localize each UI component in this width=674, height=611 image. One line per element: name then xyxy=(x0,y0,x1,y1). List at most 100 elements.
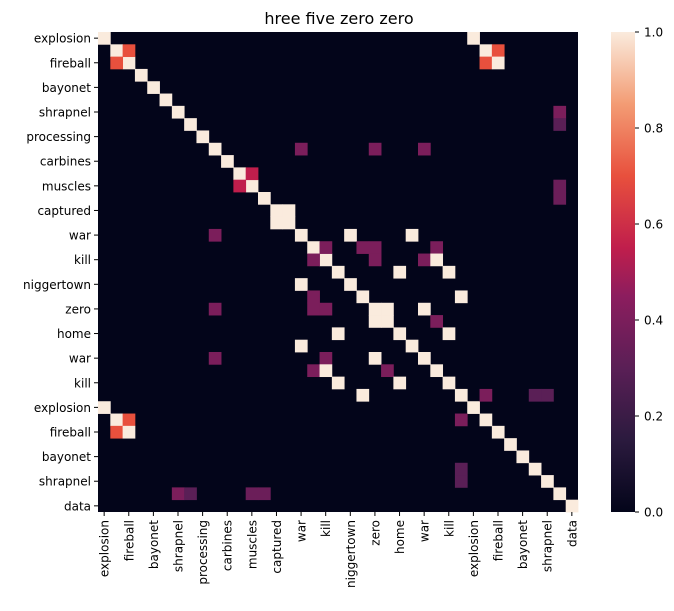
colorbar-tick-label: 0.0 xyxy=(644,506,663,520)
heatmap-cell xyxy=(245,167,259,181)
heatmap-cell xyxy=(208,302,222,316)
heatmap-cell xyxy=(467,32,480,45)
heatmap-cell xyxy=(491,56,505,70)
y-tick-label: muscles xyxy=(42,179,91,193)
heatmap-cell xyxy=(294,278,308,291)
x-tick-label: bayonet xyxy=(516,520,530,569)
y-tick-label: explosion xyxy=(34,401,91,415)
y-tick-label: fireball xyxy=(50,56,91,70)
y-axis: explosion fireball bayonet shrapnel processi… xyxy=(23,32,98,513)
heatmap-cell xyxy=(294,339,308,353)
heatmap-cell xyxy=(442,265,456,279)
heatmap-cell xyxy=(245,487,259,501)
y-tick-label: zero xyxy=(65,302,91,316)
heatmap-cell xyxy=(454,388,468,402)
heatmap-cell xyxy=(553,105,567,119)
heatmap-cell xyxy=(491,425,505,439)
colorbar-tick-label: 0.2 xyxy=(644,410,663,424)
heatmap-cell xyxy=(368,142,382,156)
heatmap-cell xyxy=(122,56,136,70)
x-tick-label: data xyxy=(565,520,579,547)
x-tick-label: kill xyxy=(442,520,456,537)
y-tick-label: bayonet xyxy=(42,450,91,464)
y-tick-label: bayonet xyxy=(42,81,91,95)
heatmap-cell xyxy=(331,376,345,390)
heatmap-cell xyxy=(381,364,394,378)
x-tick-label: home xyxy=(393,520,407,554)
heatmap-cell xyxy=(110,56,124,70)
heatmap-cell xyxy=(134,68,148,82)
heatmap-cell xyxy=(208,352,222,365)
heatmap-cell xyxy=(294,142,308,156)
x-tick-label: fireball xyxy=(492,520,506,561)
heatmap-cell xyxy=(356,388,370,402)
heatmap-cell xyxy=(381,302,394,316)
heatmap-cell xyxy=(110,425,124,439)
heatmap-cell xyxy=(430,315,444,328)
heatmap-cell xyxy=(307,364,320,378)
heatmap-cell xyxy=(122,413,136,427)
heatmap-cell xyxy=(368,253,382,267)
chart-title: hree five zero zero xyxy=(264,9,413,28)
heatmap-cell xyxy=(221,155,234,168)
heatmap-cell xyxy=(184,118,197,131)
heatmap-cell xyxy=(516,450,530,464)
heatmap-cell xyxy=(454,290,468,304)
heatmap-cell xyxy=(405,228,419,242)
x-tick-label: explosion xyxy=(98,520,112,577)
heatmap-cell xyxy=(491,44,505,58)
heatmap-cell xyxy=(171,487,185,501)
heatmap-cell xyxy=(368,302,382,316)
heatmap-cell xyxy=(319,241,333,254)
heatmap-cell xyxy=(319,253,333,267)
heatmap-cell xyxy=(418,142,431,156)
heatmap-cell xyxy=(233,167,247,181)
y-tick-label: war xyxy=(69,352,91,366)
heatmap-cell xyxy=(307,302,320,316)
heatmap-cell xyxy=(368,241,382,254)
heatmap-cell xyxy=(196,130,210,144)
x-tick-label: niggertown xyxy=(344,520,358,588)
heatmap-cell xyxy=(528,462,542,476)
heatmap-cell xyxy=(270,204,284,218)
heatmap-cell xyxy=(541,475,554,488)
colorbar-tick-label: 1.0 xyxy=(644,26,663,40)
heatmap-cell xyxy=(208,142,222,156)
heatmap-cell xyxy=(479,413,493,427)
y-tick-label: captured xyxy=(37,204,91,218)
x-tick-label: shrapnel xyxy=(541,520,555,572)
heatmap-cell xyxy=(331,265,345,279)
heatmap-grid xyxy=(98,32,579,513)
heatmap-cell xyxy=(442,327,456,341)
heatmap-cell xyxy=(245,179,259,193)
heatmap-cell xyxy=(393,376,407,390)
heatmap-cell xyxy=(319,364,333,378)
heatmap-cell xyxy=(147,81,160,94)
heatmap-cell xyxy=(430,241,444,254)
colorbar-tick-label: 0.8 xyxy=(644,122,663,136)
y-tick-label: fireball xyxy=(50,426,91,440)
heatmap-cell xyxy=(282,204,296,218)
colorbar-tick-label: 0.4 xyxy=(644,314,663,328)
x-tick-label: processing xyxy=(196,520,210,585)
heatmap-cell xyxy=(553,179,567,193)
heatmap-cell xyxy=(122,425,136,439)
heatmap-cell xyxy=(258,192,271,205)
heatmap-cell xyxy=(98,32,111,45)
heatmap-cell xyxy=(479,56,493,70)
y-tick-label: carbines xyxy=(40,155,91,169)
x-tick-label: captured xyxy=(270,520,284,574)
heatmap-cell xyxy=(110,413,124,427)
heatmap-cell xyxy=(184,487,197,501)
y-tick-label: niggertown xyxy=(23,278,91,292)
x-tick-label: shrapnel xyxy=(172,520,186,572)
heatmap-cell xyxy=(122,44,136,58)
heatmap-cell xyxy=(356,241,370,254)
heatmap-cell xyxy=(233,179,247,193)
y-tick-label: shrapnel xyxy=(39,106,91,120)
heatmap-cell xyxy=(368,352,382,365)
heatmap-cell xyxy=(356,290,370,304)
x-tick-label: explosion xyxy=(467,520,481,577)
heatmap-cell xyxy=(430,253,444,267)
